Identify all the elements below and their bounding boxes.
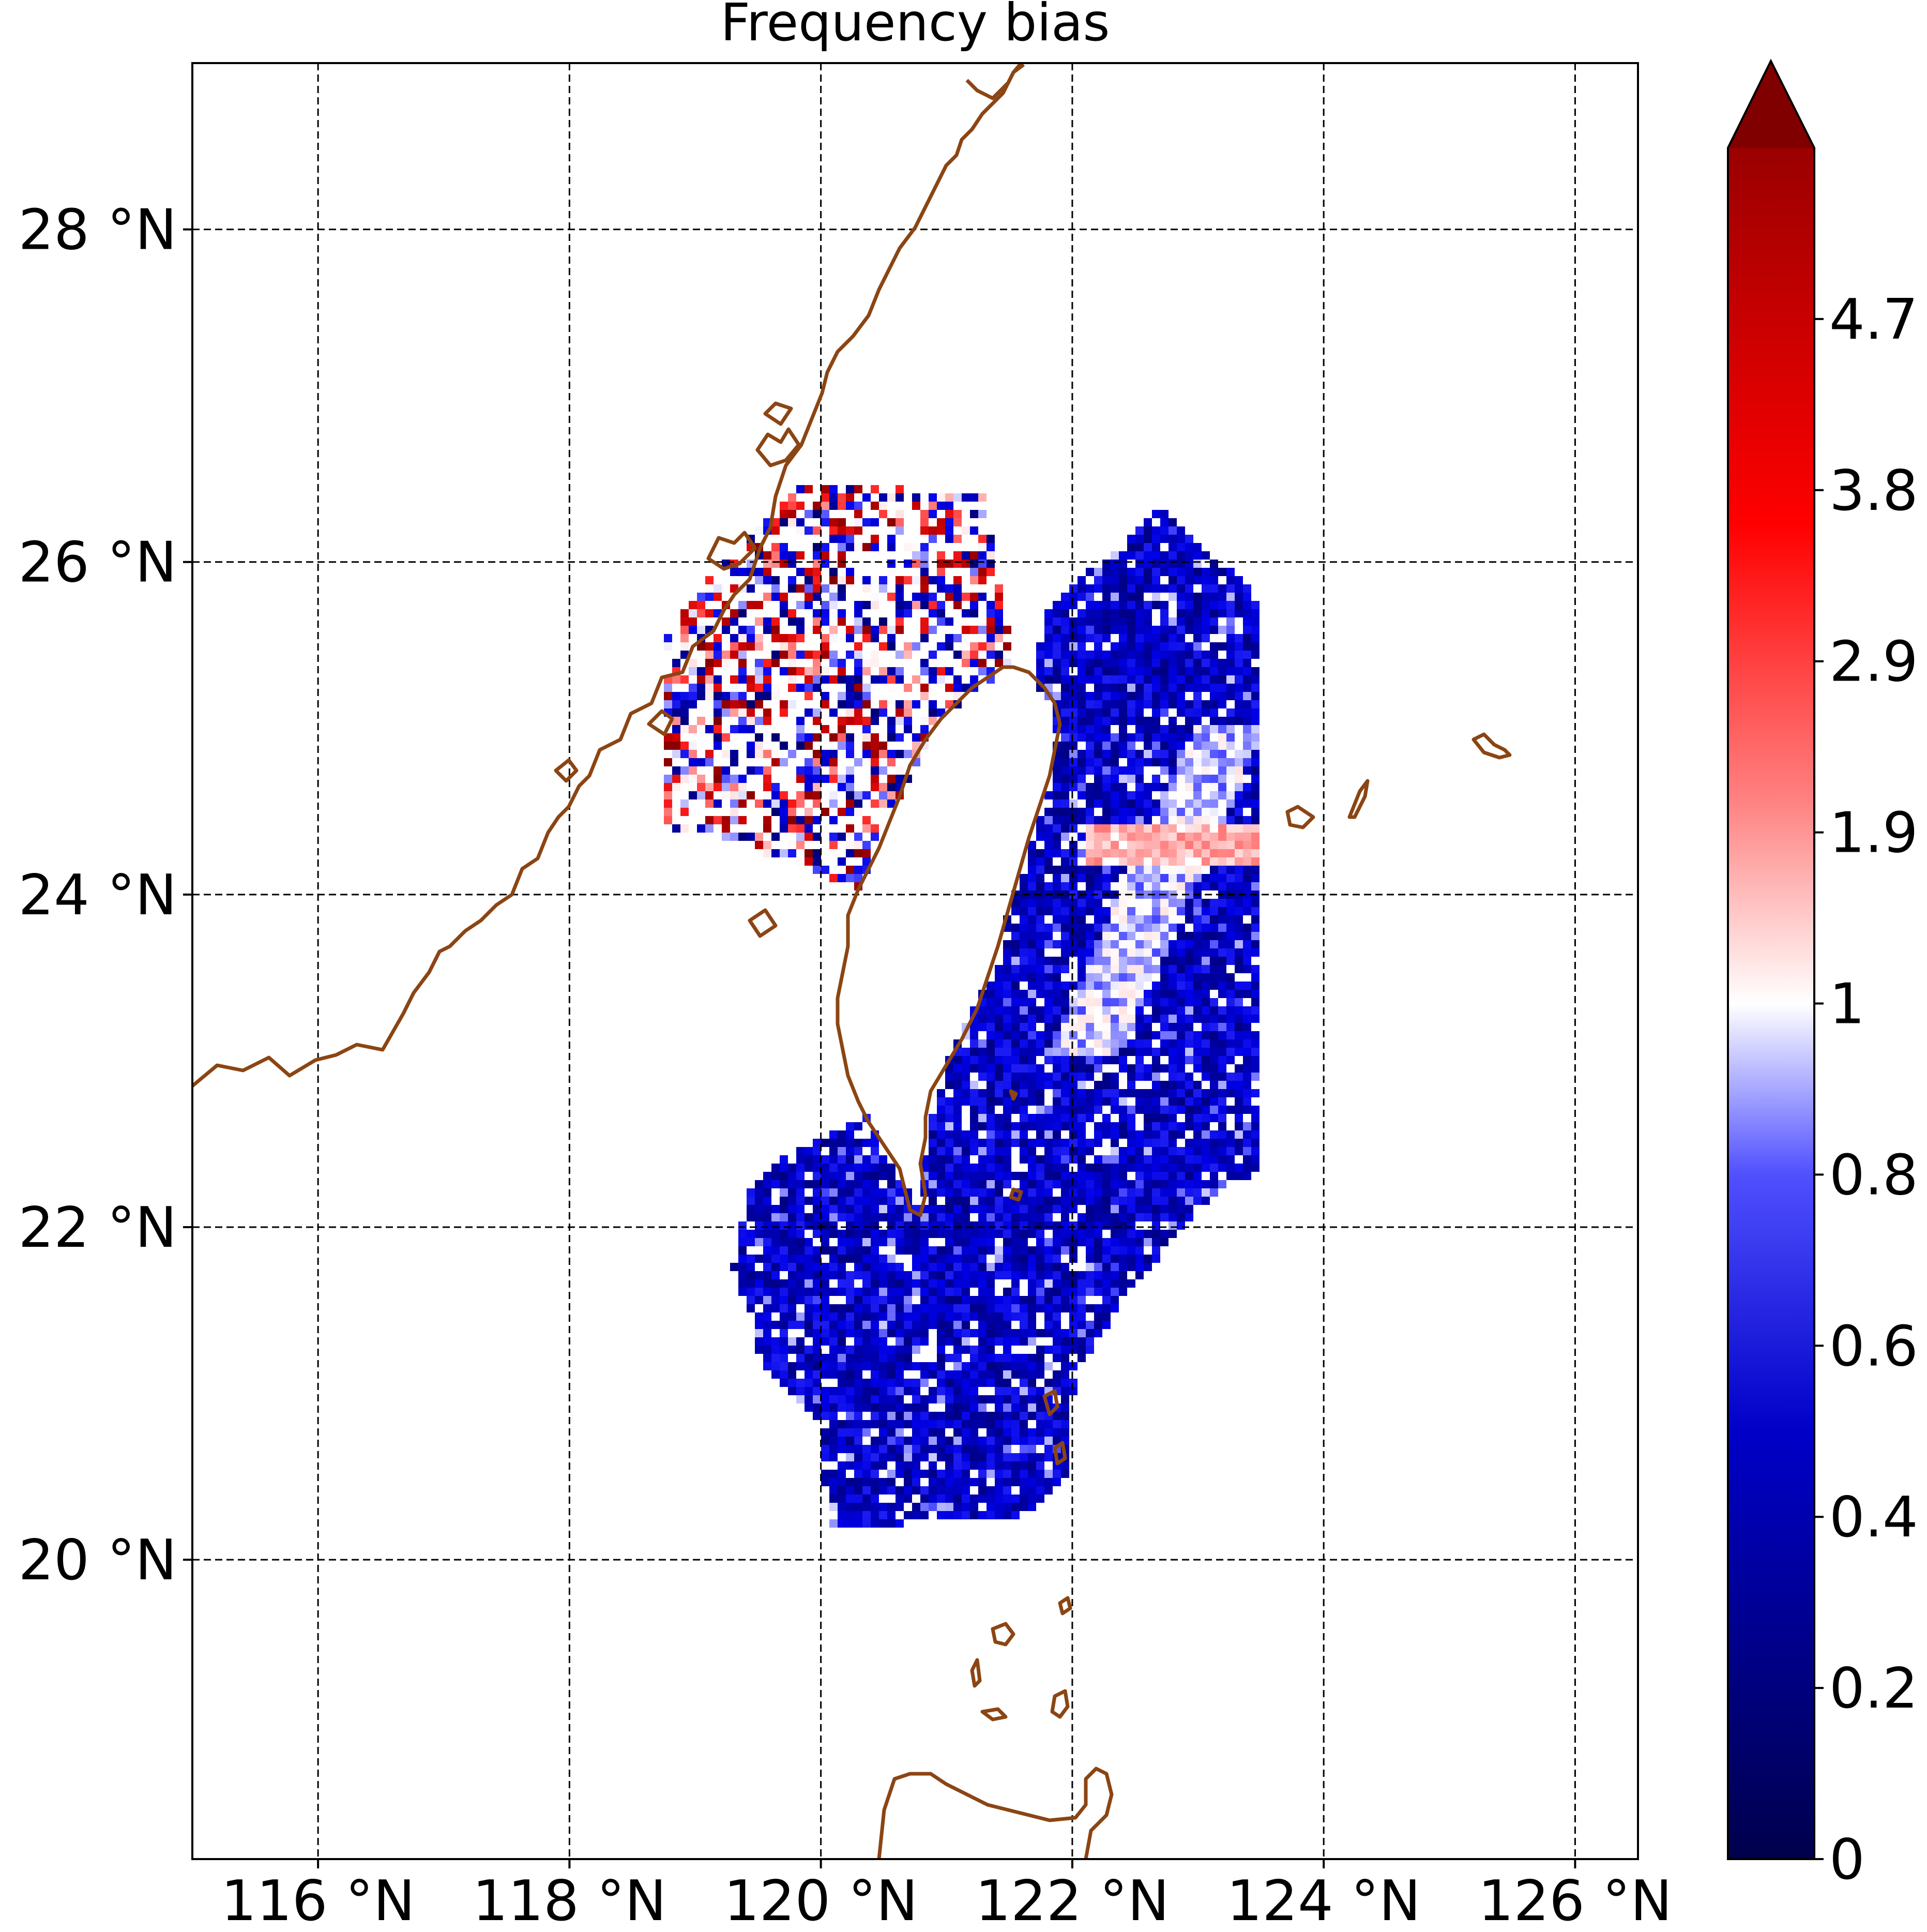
colorbar-tick-label: 3.8 bbox=[1829, 459, 1918, 523]
colorbar: 4.7 3.8 2.9 1.9 1 0.8 0.6 0.4 0.2 0 bbox=[1727, 58, 1918, 1892]
y-tick-label: 28 °N bbox=[18, 198, 177, 263]
colorbar-gradient bbox=[1728, 148, 1814, 1859]
x-tick-label: 116 °N bbox=[221, 1869, 415, 1932]
colorbar-tick-label: 0.2 bbox=[1829, 1656, 1918, 1721]
y-tick-label: 22 °N bbox=[18, 1196, 177, 1260]
colorbar-tick-label: 1 bbox=[1829, 972, 1865, 1037]
x-tick-label: 120 °N bbox=[724, 1869, 918, 1932]
colorbar-tick-label: 1.9 bbox=[1829, 801, 1918, 866]
map-frame bbox=[191, 62, 1639, 1860]
map-title: Frequency bias bbox=[720, 0, 1110, 53]
colorbar-tick-label: 0.6 bbox=[1829, 1314, 1918, 1379]
x-tick-label: 118 °N bbox=[473, 1869, 666, 1932]
colorbar-frame bbox=[1727, 58, 1815, 1860]
coastline bbox=[192, 63, 1512, 1859]
graticule bbox=[192, 63, 1638, 1859]
y-tick-label: 20 °N bbox=[18, 1528, 177, 1593]
colorbar-tick-label: 0.8 bbox=[1829, 1143, 1918, 1208]
colorbar-tick-label: 0.4 bbox=[1829, 1485, 1918, 1550]
colorbar-extend-arrow bbox=[1728, 61, 1814, 148]
colorbar-ticks: 4.7 3.8 2.9 1.9 1 0.8 0.6 0.4 0.2 0 bbox=[1814, 288, 1918, 1892]
y-tick-label: 24 °N bbox=[18, 863, 177, 928]
x-axis: 116 °N 118 °N 120 °N 122 °N 124 °N 126 °N bbox=[221, 1859, 1672, 1932]
y-axis: 20 °N 22 °N 24 °N 26 °N 28 °N bbox=[18, 198, 192, 1593]
colorbar-tick-label: 0 bbox=[1829, 1828, 1865, 1892]
bias-heatmap bbox=[664, 485, 1260, 1528]
x-tick-label: 124 °N bbox=[1227, 1869, 1421, 1932]
y-tick-label: 26 °N bbox=[18, 531, 177, 595]
x-tick-label: 126 °N bbox=[1478, 1869, 1672, 1932]
colorbar-tick-label: 4.7 bbox=[1829, 288, 1918, 352]
colorbar-tick-label: 2.9 bbox=[1829, 630, 1918, 695]
map-area bbox=[192, 63, 1638, 1859]
x-tick-label: 122 °N bbox=[975, 1869, 1169, 1932]
